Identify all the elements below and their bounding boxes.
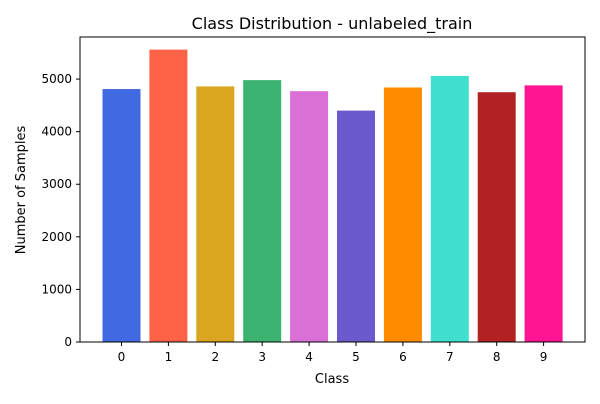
y-tick-label: 2000 — [41, 230, 72, 244]
x-tick-label: 6 — [399, 350, 407, 364]
y-tick-label: 0 — [64, 335, 72, 349]
x-tick-label: 0 — [118, 350, 126, 364]
x-tick-label: 8 — [493, 350, 501, 364]
x-tick-label: 1 — [165, 350, 173, 364]
y-tick-label: 4000 — [41, 125, 72, 139]
x-tick-label: 3 — [258, 350, 266, 364]
y-tick-label: 3000 — [41, 177, 72, 191]
bar-8 — [477, 92, 516, 342]
x-axis-label: Class — [315, 372, 349, 387]
x-tick-label: 2 — [211, 350, 219, 364]
y-tick-label: 5000 — [41, 72, 72, 86]
x-tick-label: 7 — [446, 350, 454, 364]
y-axis: 0 1000 2000 3000 4000 5000 — [41, 72, 80, 349]
bar-7 — [430, 75, 469, 342]
bar-3 — [243, 80, 282, 343]
bar-4 — [290, 91, 329, 342]
y-tick-label: 1000 — [41, 282, 72, 296]
x-axis: 0 1 2 3 4 5 6 7 8 9 — [118, 342, 548, 364]
x-tick-label: 5 — [352, 350, 360, 364]
bar-0 — [102, 89, 141, 342]
y-axis-label: Number of Samples — [14, 126, 29, 255]
bar-5 — [337, 110, 375, 343]
x-tick-label: 9 — [540, 350, 548, 364]
chart-title: Class Distribution - unlabeled_train — [192, 14, 473, 34]
x-tick-label: 4 — [305, 350, 313, 364]
bar-1 — [149, 49, 188, 343]
bars — [102, 49, 563, 343]
bar-6 — [383, 87, 422, 342]
plot-frame — [79, 36, 586, 343]
bar-9 — [524, 85, 563, 342]
bar-2 — [196, 86, 235, 343]
